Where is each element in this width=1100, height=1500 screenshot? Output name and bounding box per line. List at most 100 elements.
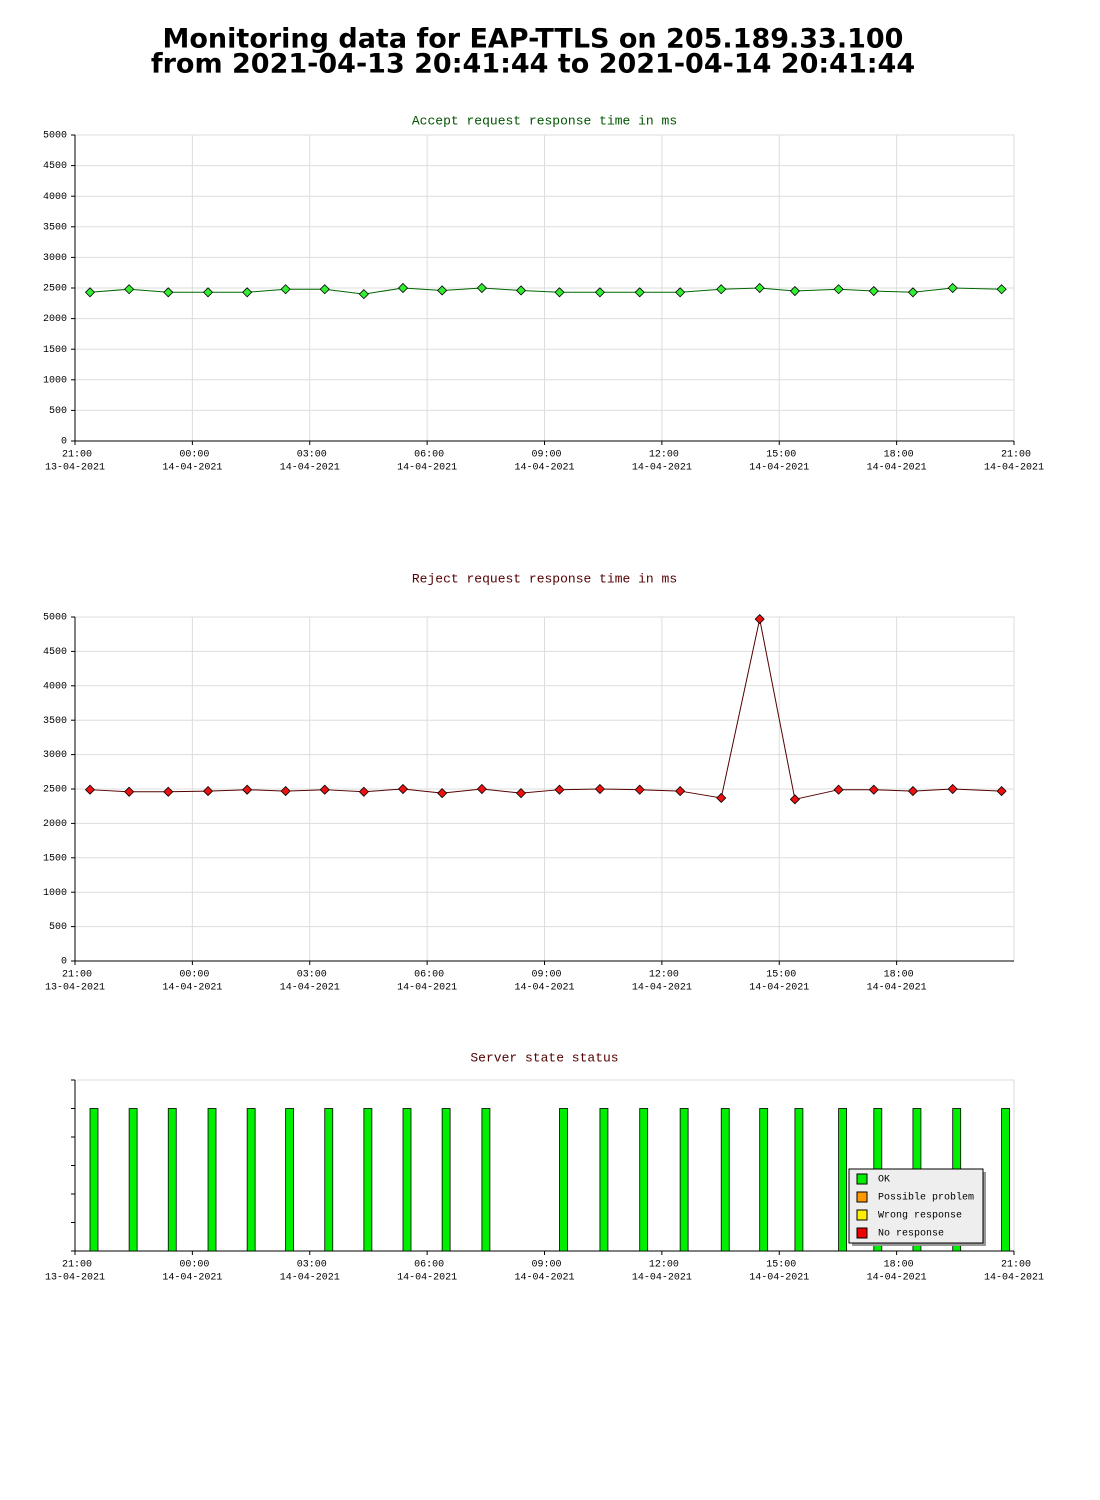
point bbox=[280, 785, 291, 797]
point bbox=[868, 784, 879, 795]
point bbox=[634, 287, 645, 298]
point bbox=[319, 284, 330, 295]
legend-label: Wrong response bbox=[878, 1211, 962, 1222]
x-tick-label: 14-04-2021 bbox=[749, 463, 809, 474]
point bbox=[947, 783, 958, 795]
y-tick-label: 500 bbox=[49, 406, 67, 417]
point bbox=[280, 284, 291, 295]
x-tick-label: 14-04-2021 bbox=[280, 1273, 340, 1284]
x-tick-label: 00:00 bbox=[179, 450, 209, 461]
point bbox=[833, 784, 844, 795]
x-tick-label: 06:00 bbox=[414, 970, 444, 981]
x-tick-label: 12:00 bbox=[649, 450, 679, 461]
legend: OK Possible problem Wrong response No respo… bbox=[848, 1168, 986, 1246]
y-tick-label: 2500 bbox=[43, 284, 67, 295]
x-tick-label: 00:00 bbox=[179, 970, 209, 981]
x-tick-label: 15:00 bbox=[766, 450, 796, 461]
point bbox=[124, 786, 135, 797]
point bbox=[476, 282, 487, 294]
status-bar bbox=[794, 1108, 804, 1252]
series-line bbox=[89, 287, 1002, 295]
status-bar bbox=[759, 1108, 769, 1252]
status-bar bbox=[402, 1108, 412, 1252]
point bbox=[594, 783, 605, 795]
x-tick-label: 13-04-2021 bbox=[45, 1273, 105, 1284]
status-bar bbox=[207, 1108, 217, 1252]
x-tick-label: 09:00 bbox=[531, 450, 561, 461]
point bbox=[163, 786, 174, 797]
x-tick-label: 15:00 bbox=[766, 970, 796, 981]
point bbox=[515, 285, 527, 296]
x-tick-label: 18:00 bbox=[884, 1260, 914, 1271]
x-tick-label: 15:00 bbox=[766, 1260, 796, 1271]
point bbox=[437, 788, 448, 799]
status-bar bbox=[481, 1108, 491, 1252]
x-tick-label: 06:00 bbox=[414, 1260, 444, 1271]
point bbox=[319, 784, 330, 795]
legend-label: Possible problem bbox=[878, 1192, 974, 1204]
x-tick-label: 14-04-2021 bbox=[749, 1273, 809, 1284]
y-tick-label: 0 bbox=[61, 437, 67, 448]
point bbox=[907, 287, 918, 298]
point bbox=[358, 289, 369, 300]
status-bar bbox=[167, 1108, 177, 1252]
x-tick-label: 14-04-2021 bbox=[514, 463, 574, 474]
x-tick-label: 14-04-2021 bbox=[984, 463, 1044, 474]
point bbox=[437, 285, 448, 296]
y-tick-label: 3000 bbox=[43, 253, 67, 264]
status-bar bbox=[599, 1108, 609, 1252]
x-tick-label: 14-04-2021 bbox=[632, 1273, 692, 1284]
status-bar bbox=[679, 1108, 689, 1252]
point bbox=[675, 785, 686, 797]
y-tick-label: 2500 bbox=[43, 785, 67, 796]
point bbox=[202, 785, 214, 797]
legend-swatch bbox=[856, 1209, 868, 1221]
legend-box bbox=[848, 1168, 984, 1244]
point bbox=[476, 783, 487, 795]
x-tick-label: 09:00 bbox=[531, 970, 561, 981]
status-bar bbox=[89, 1108, 99, 1252]
point bbox=[84, 784, 96, 795]
point bbox=[554, 784, 565, 795]
page-title: Monitoring data for EAP-TTLS on 205.189.… bbox=[163, 24, 904, 55]
status-bar bbox=[639, 1108, 649, 1252]
x-tick-label: 14-04-2021 bbox=[162, 463, 222, 474]
status-bar bbox=[285, 1108, 295, 1252]
x-tick-label: 21:00 bbox=[62, 1260, 92, 1271]
point bbox=[716, 284, 727, 295]
x-tick-label: 14-04-2021 bbox=[749, 983, 809, 994]
y-tick-label: 4000 bbox=[43, 192, 67, 203]
y-tick-label: 1000 bbox=[43, 888, 67, 899]
x-tick-label: 14-04-2021 bbox=[632, 983, 692, 994]
y-tick-label: 2000 bbox=[43, 314, 67, 325]
point bbox=[907, 785, 918, 797]
x-tick-label: 21:00 bbox=[62, 450, 92, 461]
x-tick-label: 06:00 bbox=[414, 450, 444, 461]
point bbox=[242, 287, 253, 298]
chart-title: Server state status bbox=[470, 1050, 618, 1065]
x-tick-label: 14-04-2021 bbox=[397, 983, 457, 994]
y-tick-label: 1000 bbox=[43, 375, 67, 386]
y-tick-label: 4500 bbox=[43, 161, 67, 172]
x-tick-label: 14-04-2021 bbox=[397, 463, 457, 474]
x-tick-label: 14-04-2021 bbox=[984, 1273, 1044, 1284]
y-tick-label: 3500 bbox=[43, 222, 67, 233]
point bbox=[163, 287, 174, 298]
x-tick-label: 00:00 bbox=[179, 1260, 209, 1271]
series-line bbox=[89, 618, 1002, 800]
legend-swatch bbox=[856, 1173, 868, 1185]
point bbox=[84, 287, 96, 298]
x-tick-label: 03:00 bbox=[297, 1260, 327, 1271]
x-tick-label: 14-04-2021 bbox=[632, 463, 692, 474]
y-tick-label: 3000 bbox=[43, 750, 67, 761]
x-tick-label: 13-04-2021 bbox=[45, 983, 105, 994]
status-bar bbox=[559, 1108, 568, 1252]
point bbox=[594, 287, 605, 298]
status-bar bbox=[324, 1108, 334, 1252]
y-tick-label: 4000 bbox=[43, 681, 67, 692]
y-tick-label: 1500 bbox=[43, 853, 67, 864]
y-tick-label: 4500 bbox=[43, 647, 67, 658]
status-bar bbox=[838, 1108, 847, 1252]
point bbox=[358, 786, 369, 797]
